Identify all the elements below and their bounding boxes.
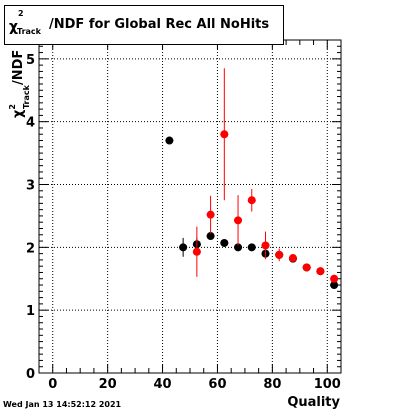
chart-title-sup: 2 [18,9,24,18]
series-0 [165,136,339,290]
x-tick-label: 20 [99,377,117,392]
y-axis-label-chi: χ [11,109,26,118]
data-point [220,130,229,139]
y-tick-label: 0 [26,367,35,382]
plot-frame [38,39,342,374]
y-tick-label: 1 [26,304,35,319]
data-point [179,243,188,252]
data-point [302,263,311,272]
chart-title-chi: χ [9,19,19,35]
marks-layer [165,68,339,290]
data-point [206,232,215,241]
chart-title-rest: /NDF for Global Rec All NoHits [49,17,270,32]
data-point [330,281,339,290]
data-point [330,274,339,283]
x-tick-label: 80 [263,377,281,392]
axes-layer: 0 20 40 60 80 100 0 1 2 3 4 5 [26,39,342,392]
chart-title-sub: Track [17,27,41,36]
x-tick-label: 60 [208,377,226,392]
y-axis-label-sub: Track [22,84,31,109]
x-tick-label: 40 [153,377,171,392]
data-point [247,196,256,205]
data-point [247,243,256,252]
series-1 [192,68,339,283]
y-tick-label: 3 [26,179,35,194]
x-axis-label: Quality [287,395,340,410]
data-point [220,238,229,247]
y-tick-label: 2 [26,241,35,256]
y-axis-label-rest: /NDF [11,50,26,85]
y-axis-label: χ2 Track/NDF [8,50,31,118]
data-point [275,250,284,259]
y-tick-label: 4 [26,116,35,131]
y-axis-label-sup: 2 [8,104,17,110]
data-point [192,247,201,256]
data-point [234,216,243,225]
x-tick-label: 0 [48,377,57,392]
data-point [288,254,297,263]
data-point [261,241,270,250]
grid-layer [39,40,341,374]
timestamp-footer: Wed Jan 13 14:52:12 2021 [3,400,122,409]
data-point [165,136,174,145]
chart-title-box: χ 2 Track /NDF for Global Rec All NoHits [4,5,284,45]
data-point [234,243,243,252]
x-tick-label: 100 [314,377,341,392]
data-point [206,210,215,219]
y-tick-label: 5 [26,53,35,68]
data-point [316,267,325,276]
